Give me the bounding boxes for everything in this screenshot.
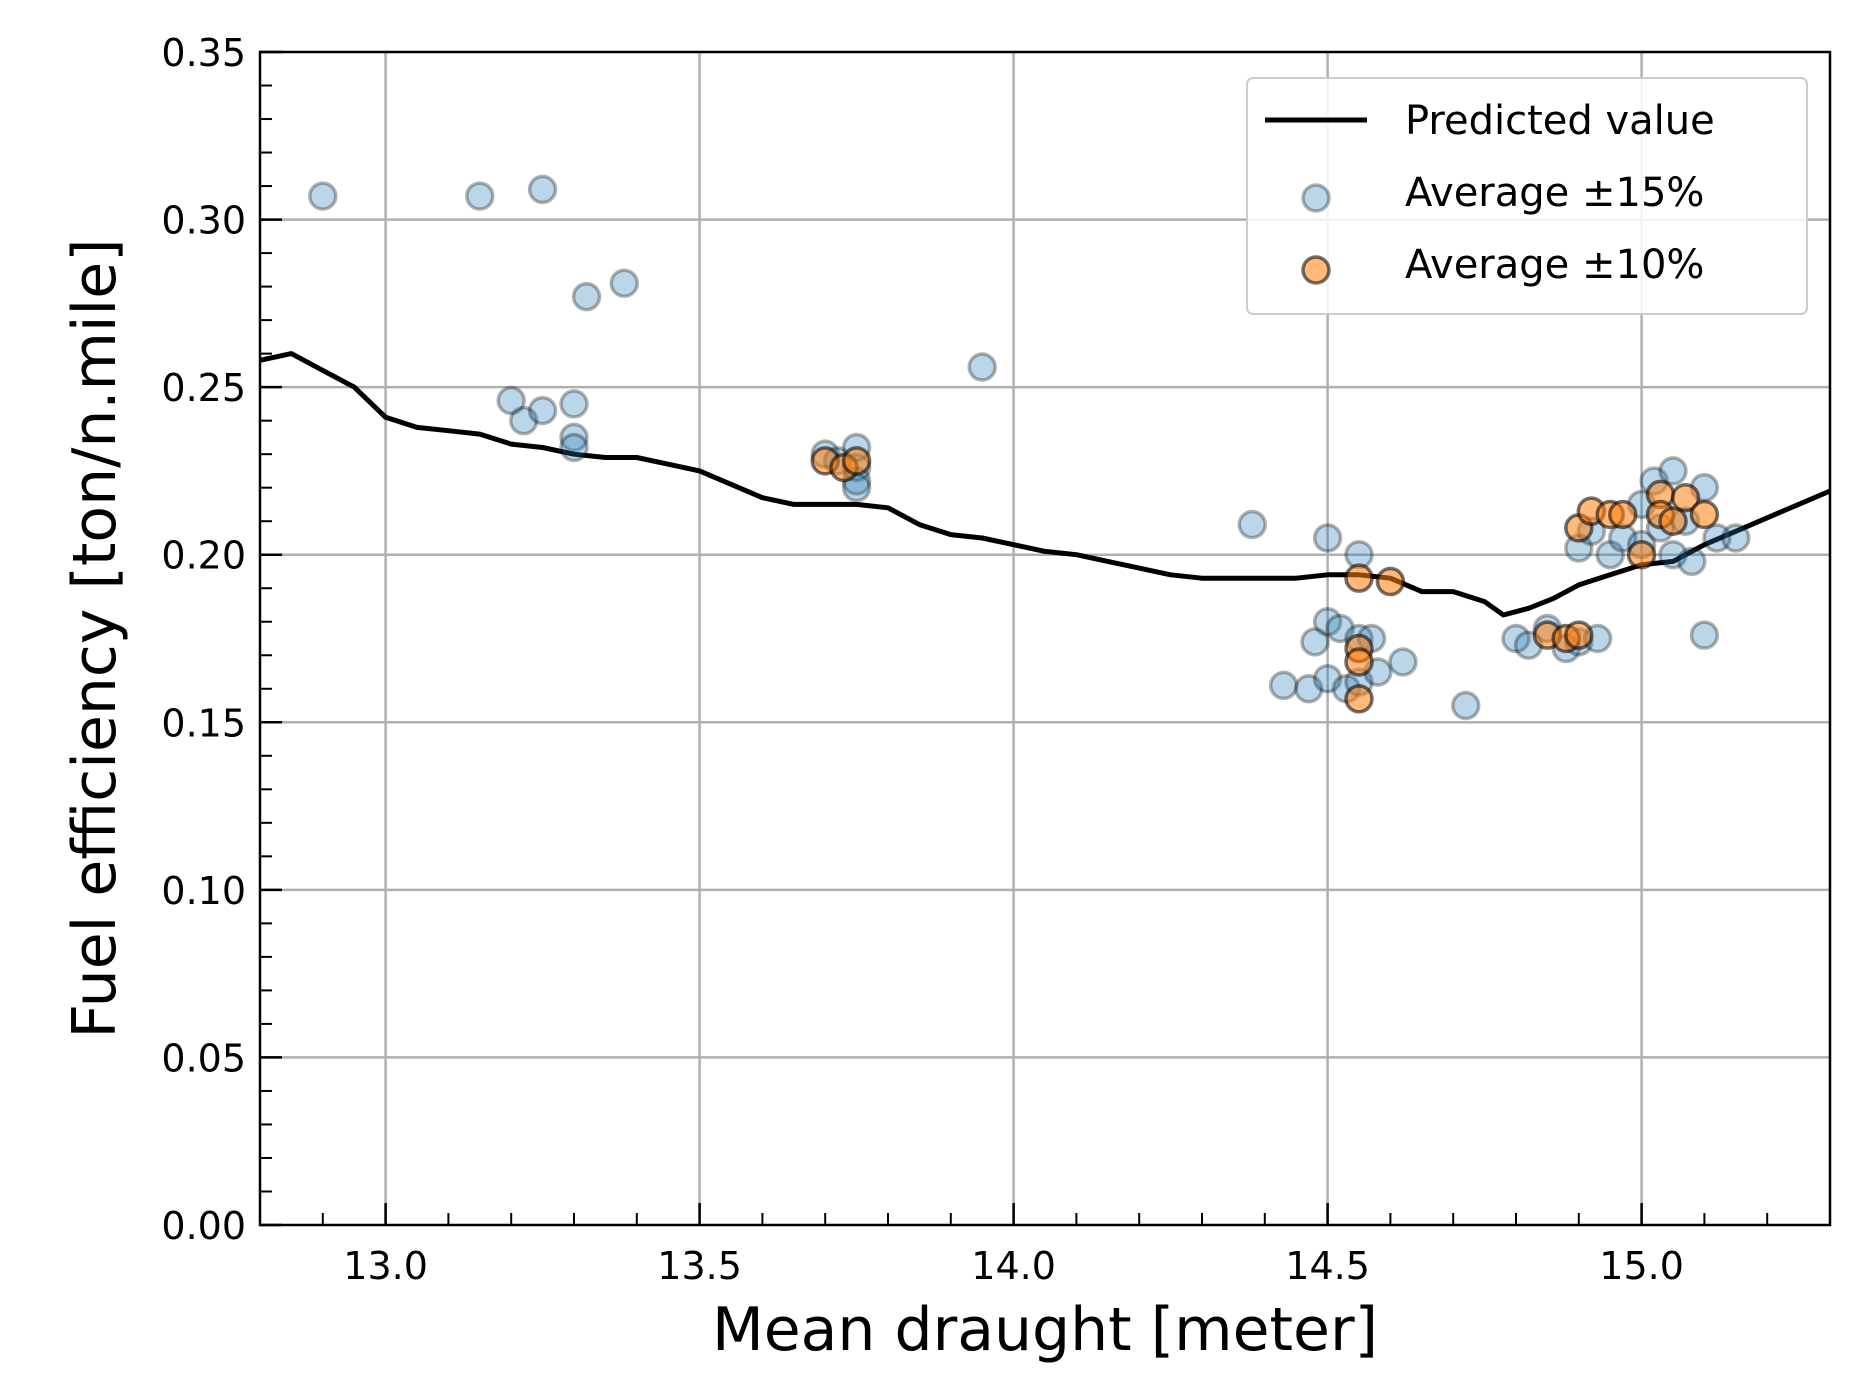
legend: Predicted value Average ±15% Average ±10… bbox=[1246, 77, 1808, 315]
point-average-15pct bbox=[1501, 623, 1531, 654]
point-average-15pct bbox=[1312, 606, 1343, 637]
y-tick-label: 0.00 bbox=[161, 1204, 246, 1248]
point-average-15pct bbox=[1312, 523, 1343, 553]
point-average-10pct bbox=[1689, 499, 1720, 530]
x-axis-title: Mean draught [meter] bbox=[712, 1295, 1378, 1365]
point-average-15pct bbox=[609, 268, 639, 298]
point-average-15pct bbox=[559, 432, 589, 463]
point-average-10pct bbox=[1670, 482, 1701, 513]
x-tick-label: 15.0 bbox=[1599, 1244, 1684, 1288]
y-tick-label: 0.20 bbox=[161, 534, 246, 578]
point-average-10pct bbox=[1344, 563, 1374, 593]
scatter-layer bbox=[308, 174, 1751, 721]
point-average-10pct bbox=[1564, 620, 1594, 650]
point-average-15pct bbox=[1595, 539, 1625, 570]
point-average-15pct bbox=[1237, 509, 1267, 540]
point-average-15pct bbox=[1677, 546, 1707, 577]
point-average-10pct bbox=[1608, 499, 1638, 530]
y-tick-label: 0.35 bbox=[161, 31, 246, 75]
x-tick-label: 13.5 bbox=[657, 1244, 742, 1288]
point-average-15pct bbox=[1312, 663, 1343, 694]
point-average-10pct bbox=[841, 446, 872, 476]
point-average-15pct bbox=[1658, 539, 1688, 570]
legend-marker-10pct bbox=[1301, 255, 1331, 285]
x-tick-labels: 13.0 13.5 14.0 14.5 15.0 bbox=[343, 1244, 1684, 1288]
legend-label-10pct: Average ±10% bbox=[1405, 242, 1704, 288]
point-average-15pct bbox=[527, 174, 558, 205]
point-average-10pct bbox=[1344, 684, 1374, 714]
point-average-15pct bbox=[967, 352, 997, 382]
legend-label-15pct: Average ±15% bbox=[1405, 170, 1704, 216]
point-average-15pct bbox=[1451, 690, 1481, 721]
point-average-15pct bbox=[1294, 674, 1324, 704]
point-average-15pct bbox=[509, 405, 539, 436]
point-average-15pct bbox=[465, 181, 495, 211]
y-tick-label: 0.25 bbox=[161, 366, 246, 410]
legend-marker-15pct bbox=[1301, 183, 1331, 213]
y-tick-label: 0.15 bbox=[161, 701, 246, 745]
x-tick-label: 13.0 bbox=[343, 1244, 428, 1288]
x-tick-label: 14.0 bbox=[971, 1244, 1056, 1288]
point-average-15pct bbox=[1388, 647, 1418, 677]
y-tick-label: 0.05 bbox=[161, 1036, 246, 1080]
point-average-15pct bbox=[559, 422, 589, 453]
legend-label-predicted: Predicted value bbox=[1405, 98, 1715, 144]
point-average-15pct bbox=[1300, 627, 1330, 657]
y-axis-title: Fuel efficiency [ton/n.mile] bbox=[60, 238, 130, 1038]
y-tick-labels: 0.00 0.05 0.10 0.15 0.20 0.25 0.30 0.35 bbox=[161, 31, 246, 1248]
point-average-15pct bbox=[1721, 523, 1751, 553]
legend-box bbox=[1246, 77, 1808, 315]
plot-area-frame bbox=[258, 50, 1832, 1227]
point-average-15pct bbox=[1658, 456, 1688, 486]
point-average-15pct bbox=[1325, 613, 1355, 644]
point-average-10pct bbox=[1344, 647, 1374, 677]
y-tick-label: 0.10 bbox=[161, 869, 246, 913]
point-average-15pct bbox=[496, 385, 526, 416]
point-average-15pct bbox=[571, 281, 602, 312]
x-tick-label: 14.5 bbox=[1285, 1244, 1370, 1288]
point-average-10pct bbox=[1375, 566, 1406, 597]
point-average-15pct bbox=[527, 395, 558, 426]
point-average-10pct bbox=[1626, 539, 1657, 570]
point-average-15pct bbox=[1702, 523, 1732, 553]
point-average-15pct bbox=[308, 181, 338, 211]
predicted-line-layer bbox=[259, 351, 1831, 618]
point-average-15pct bbox=[1268, 670, 1299, 701]
point-average-10pct bbox=[1658, 506, 1688, 536]
y-tick-label: 0.30 bbox=[161, 199, 246, 243]
point-average-15pct bbox=[559, 389, 589, 419]
point-average-15pct bbox=[1689, 620, 1720, 650]
predicted-value-line bbox=[259, 351, 1831, 618]
